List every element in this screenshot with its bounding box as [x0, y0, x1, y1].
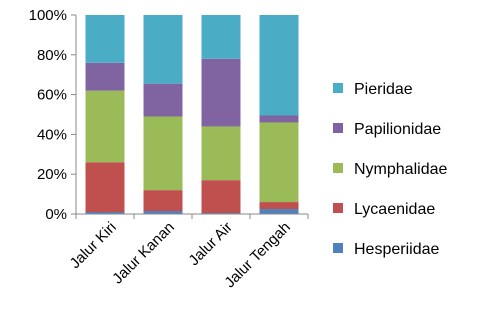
bar-papilionidae-3 — [201, 58, 241, 127]
bar-pieridae-4 — [259, 15, 299, 116]
bar-nymphalidae-1 — [85, 90, 125, 163]
legend-swatch-papilionidae — [333, 123, 343, 133]
bar-hesperiidae-1 — [85, 212, 125, 214]
legend-label-pieridae: Pieridae — [354, 81, 413, 98]
y-tick-label: 80% — [37, 47, 67, 64]
x-category-label: Jalur Kiri — [67, 219, 120, 272]
y-tick-label: 100% — [29, 7, 67, 24]
legend-swatch-hesperiidae — [333, 243, 343, 253]
bar-nymphalidae-3 — [201, 126, 241, 181]
legend-swatch-lycaenidae — [333, 203, 343, 213]
bar-hesperiidae-4 — [259, 209, 299, 214]
legend-label-papilionidae: Papilionidae — [354, 121, 441, 138]
legend-label-hesperiidae: Hesperiidae — [354, 241, 439, 258]
bar-nymphalidae-2 — [143, 116, 183, 191]
legend: Pieridae Papilionidae Nymphalidae Lycaenida… — [333, 81, 447, 258]
bar-pieridae-1 — [85, 15, 125, 63]
bar-papilionidae-1 — [85, 62, 125, 91]
bar-nymphalidae-4 — [259, 122, 299, 203]
bar-lycaenidae-2 — [143, 190, 183, 212]
y-tick-label: 20% — [37, 166, 67, 183]
bar-papilionidae-2 — [143, 83, 183, 117]
bar-pieridae-3 — [201, 15, 241, 59]
x-category-label: Jalur Kanan — [109, 219, 178, 288]
bar-lycaenidae-1 — [85, 162, 125, 213]
bar-hesperiidae-2 — [143, 211, 183, 214]
bars-group — [85, 15, 299, 214]
y-axis: 0% 20% 40% 60% 80% 100% — [29, 7, 77, 223]
legend-swatch-pieridae — [333, 83, 343, 93]
y-tick-label: 60% — [37, 87, 67, 104]
bar-pieridae-2 — [143, 15, 183, 84]
y-tick-label: 40% — [37, 126, 67, 143]
legend-label-nymphalidae: Nymphalidae — [354, 161, 447, 178]
legend-swatch-nymphalidae — [333, 163, 343, 173]
bar-lycaenidae-3 — [201, 180, 241, 214]
bar-lycaenidae-4 — [259, 202, 299, 210]
x-category-label: Jalur Air — [185, 219, 235, 269]
y-tick-label: 0% — [45, 206, 67, 223]
bar-papilionidae-4 — [259, 115, 299, 123]
legend-label-lycaenidae: Lycaenidae — [354, 201, 435, 218]
